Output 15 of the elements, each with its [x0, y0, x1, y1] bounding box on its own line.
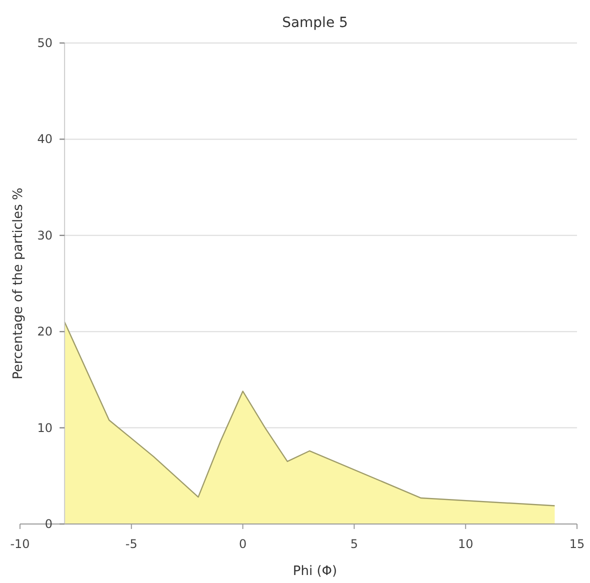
y-tick-label: 10 [37, 420, 53, 435]
y-tick-label: 30 [37, 228, 53, 242]
y-tick-label: 0 [44, 517, 53, 531]
x-axis-title: Phi (Φ) [292, 564, 338, 579]
y-tick-label: 50 [37, 36, 53, 50]
chart-title: Sample 5 [282, 15, 348, 31]
y-tick-label: 20 [37, 324, 53, 339]
x-tick-label: 5 [350, 537, 358, 551]
x-tick-label: 0 [238, 537, 247, 551]
y-tick-label: 40 [37, 132, 53, 146]
x-tick-label: -5 [125, 537, 138, 551]
x-tick-label: 15 [569, 537, 585, 551]
y-axis-title: Percentage of the particles % [11, 188, 26, 380]
x-tick-label: -10 [10, 537, 30, 551]
x-tick-label: 10 [458, 537, 474, 551]
